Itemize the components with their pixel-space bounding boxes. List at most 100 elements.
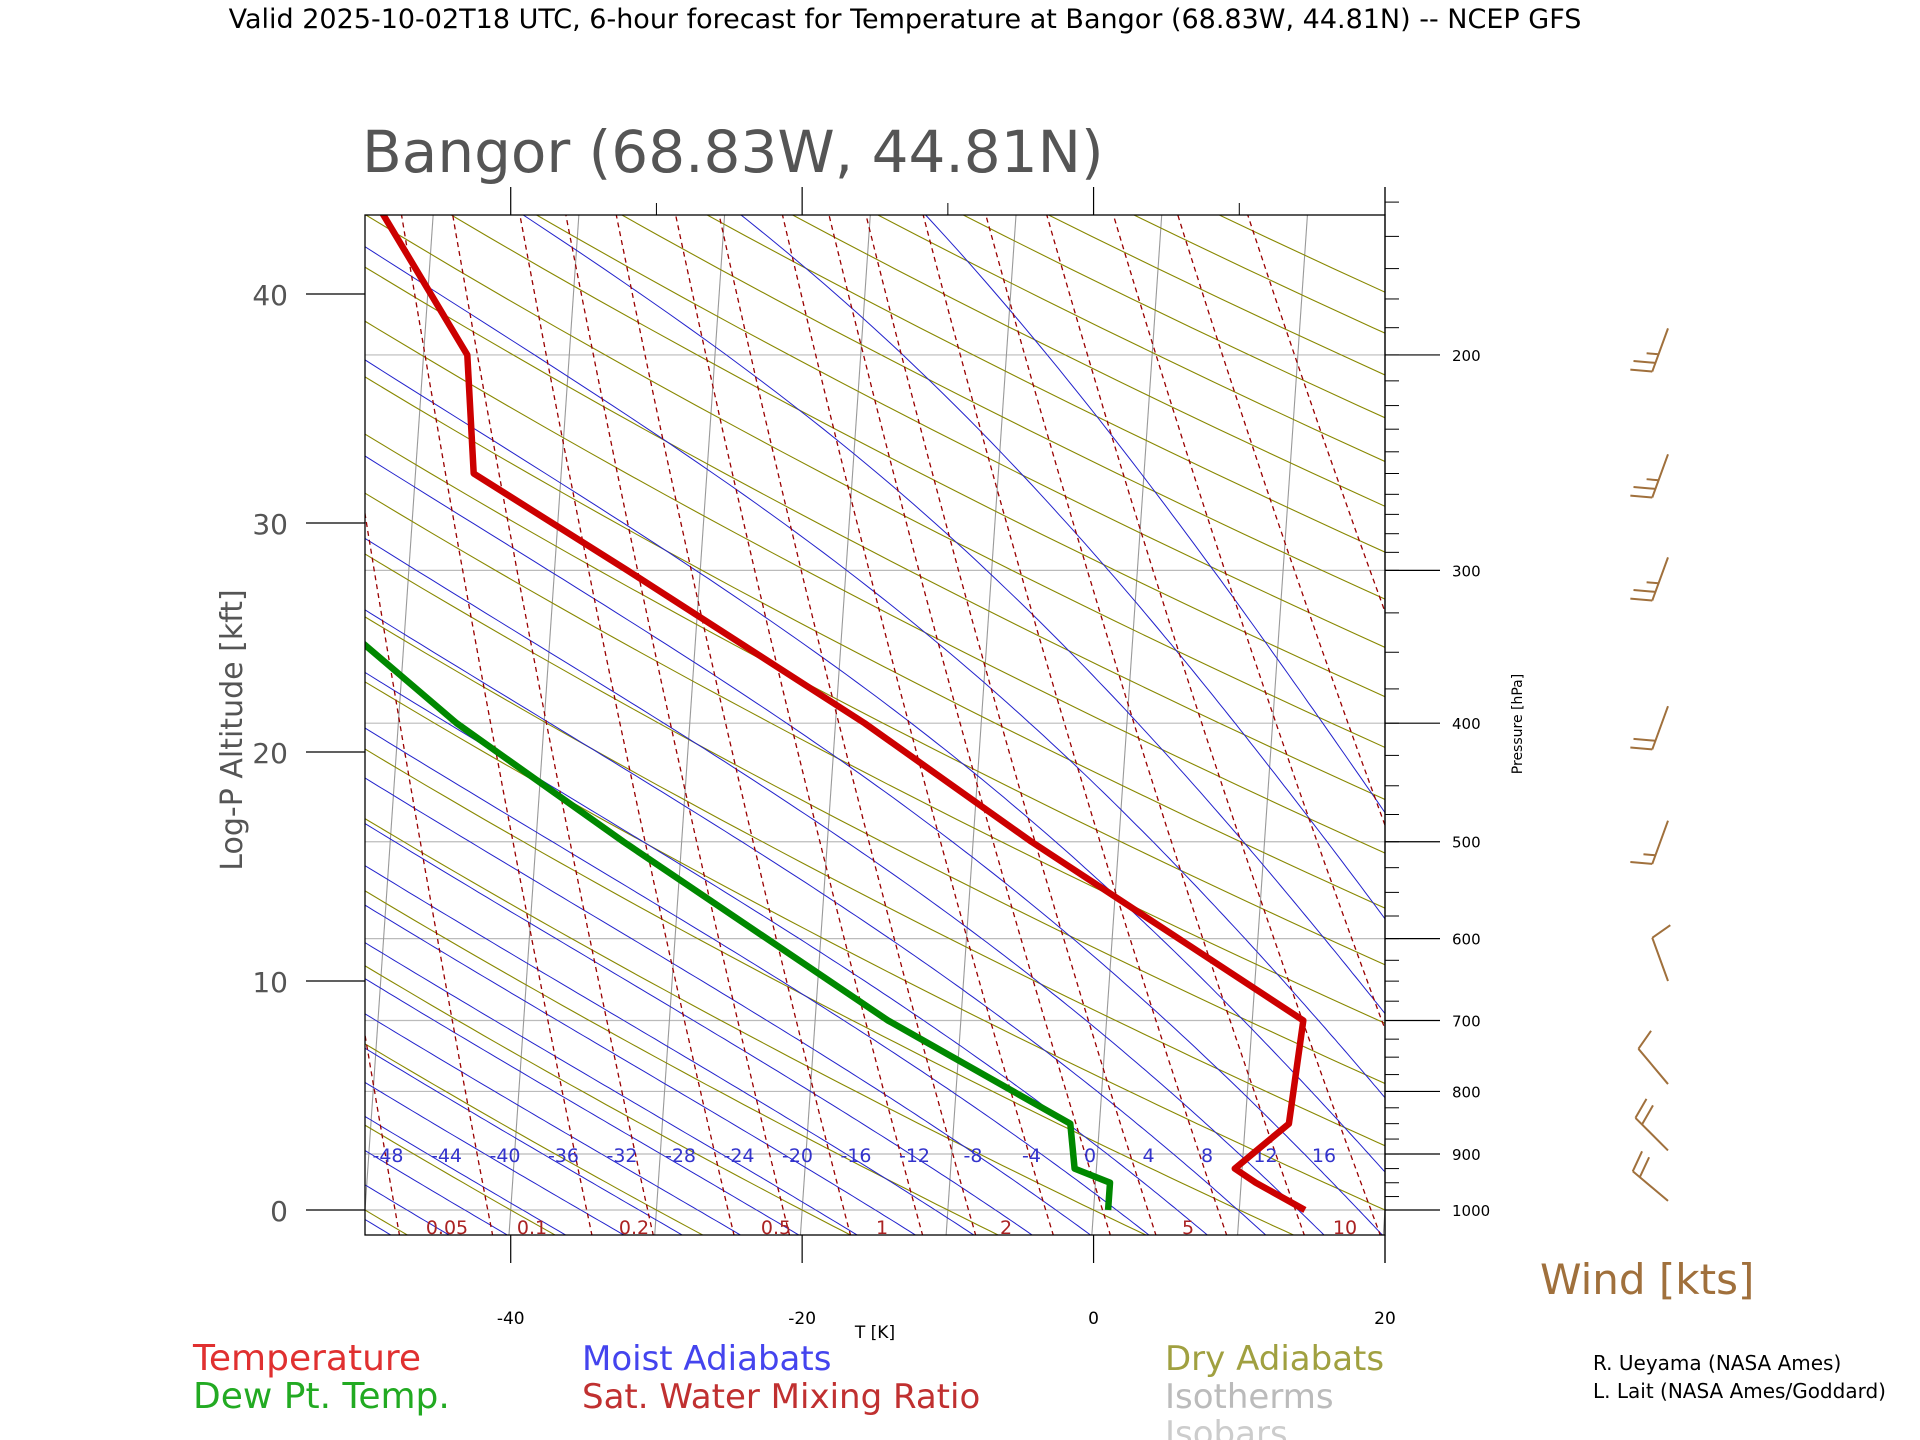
- dry-adiabat-line: [791, 215, 1385, 507]
- wind-barb-flag: [1630, 861, 1653, 865]
- wind-barb: [1634, 1098, 1669, 1152]
- wind-barb: [1630, 453, 1669, 499]
- mixing-ratio-line: [452, 215, 654, 1235]
- wind-barb-flag: [1631, 1150, 1643, 1172]
- dry-adiabat-line: [962, 215, 1385, 419]
- dry-adiabat-line: [365, 681, 1385, 1211]
- isotherm-line: [508, 215, 580, 1235]
- dry-adiabat-line: [365, 433, 1385, 966]
- inline-line-labels: -48 -44 -40 -36 -32 -28 -24 -20 -16 -12 -8 -4 0 4 8 12 1…: [372, 1145, 1357, 1239]
- dry-adiabat-line: [365, 748, 1295, 1235]
- wind-barb-flag: [1643, 853, 1656, 857]
- wind-barb-staff: [1651, 705, 1669, 750]
- wind-barb: [1637, 1030, 1669, 1085]
- wind-barb: [1630, 557, 1669, 602]
- mixing-ratio-line: [828, 215, 1111, 1235]
- wind-barb-staff: [1651, 328, 1669, 372]
- wind-barb-flag: [1651, 924, 1671, 939]
- mixing-ratio-line: [674, 215, 924, 1235]
- moist-adiabat-line: [365, 1047, 684, 1235]
- isotherm-line: [945, 215, 1017, 1235]
- dry-adiabat-line: [365, 553, 1385, 1085]
- mixing-ratio-line: [1046, 215, 1381, 1235]
- y-tick-label: 30: [252, 508, 288, 541]
- moist-adiabat-label: -20: [782, 1145, 813, 1167]
- y-tick-label: 0: [270, 1195, 288, 1228]
- moist-adiabat-label: 0: [1084, 1145, 1096, 1167]
- moist-adiabat-line: [365, 455, 1384, 1235]
- mixing-ratio-line: [365, 1030, 401, 1235]
- dry-adiabat-line: [365, 1124, 557, 1235]
- dry-adiabat-line: [365, 215, 1385, 749]
- mixing-ratio-line: [565, 215, 791, 1235]
- y-axis-label: Log-P Altitude [kft]: [215, 589, 250, 870]
- wind-barb-staff: [1651, 453, 1669, 498]
- wind-barb: [1631, 1150, 1669, 1202]
- dry-adiabat-line: [535, 215, 1385, 648]
- moist-adiabat-line: [0, 202, 334, 1236]
- wind-barb-staff: [1651, 820, 1669, 865]
- moist-adiabat-line: [365, 822, 1034, 1235]
- moist-adiabat-label: -44: [431, 1145, 462, 1167]
- legend-mixing-ratio: Sat. Water Mixing Ratio: [582, 1377, 980, 1417]
- moist-adiabat-line: [365, 671, 1209, 1235]
- moist-adiabat-label: -4: [1022, 1145, 1041, 1167]
- wind-barb-flag: [1638, 1156, 1651, 1178]
- mixing-ratio-line: [781, 215, 1054, 1235]
- dry-adiabat-line: [365, 1043, 704, 1235]
- dewpoint-profile: [365, 640, 1114, 1211]
- moist-adiabat-line: [365, 904, 917, 1235]
- moist-adiabat-line: [365, 727, 1150, 1235]
- dry-adiabat-line: [365, 818, 1148, 1235]
- pressure-tick-label: 400: [1452, 715, 1481, 733]
- moist-adiabat-line: [522, 215, 1385, 1015]
- dry-adiabat-line: [365, 965, 852, 1235]
- mixing-ratio-label: 0.1: [517, 1217, 547, 1239]
- y-tick-label: 10: [252, 966, 288, 999]
- moist-adiabat-label: -36: [548, 1145, 579, 1167]
- temperature-profile: [379, 215, 1307, 1213]
- x-tick-label: 0: [1088, 1309, 1099, 1329]
- mixing-ratio-line: [865, 215, 1157, 1235]
- credit-line-1: R. Ueyama (NASA Ames): [1593, 1351, 1841, 1375]
- chart-title: Bangor (68.83W, 44.81N): [362, 118, 1104, 186]
- wind-barb-staff: [1637, 1048, 1669, 1085]
- isotherm-line: [1091, 215, 1163, 1235]
- wind-barb-flag: [1641, 1104, 1654, 1125]
- dry-adiabat-line: [365, 492, 1385, 1024]
- dry-adiabat-line: [450, 215, 1385, 698]
- pressure-tick-label: 700: [1452, 1013, 1481, 1031]
- moist-adiabat-line: [365, 246, 1385, 1099]
- page-header-title: Valid 2025-10-02T18 UTC, 6-hour forecast…: [229, 4, 1582, 35]
- mixing-ratio-label: 1: [876, 1217, 888, 1239]
- moist-adiabat-label: -32: [606, 1145, 637, 1167]
- isotherm-line: [1382, 1201, 1385, 1235]
- moist-adiabat-line: [924, 215, 1385, 814]
- wind-barb-staff: [1651, 937, 1669, 982]
- mixing-ratio-line: [365, 509, 494, 1235]
- credit-line-2: L. Lait (NASA Ames/Goddard): [1593, 1379, 1886, 1403]
- moist-adiabat-line: [365, 359, 1385, 1173]
- legend-moist-adiabats: Moist Adiabats: [582, 1339, 831, 1379]
- moist-adiabat-line: [365, 1081, 625, 1235]
- wind-barb-flag: [1630, 746, 1653, 751]
- wind-barb-flag: [1630, 368, 1653, 373]
- wind-barb-staff: [1634, 1117, 1669, 1152]
- isotherm-line: [1526, 175, 1601, 1275]
- pressure-tick-label: 500: [1452, 834, 1481, 852]
- moist-adiabat-line: [365, 537, 1325, 1235]
- mixing-ratio-label: 0.05: [426, 1217, 468, 1239]
- mixing-ratio-label: 2: [1000, 1217, 1012, 1239]
- dry-adiabat-line: [876, 215, 1385, 463]
- wind-barb-flag: [1637, 1030, 1652, 1050]
- moist-adiabat-line: [365, 865, 975, 1235]
- wind-barb-flag: [1646, 581, 1659, 585]
- mixing-ratio-label: 0.2: [619, 1217, 649, 1239]
- mixing-ratio-line: [615, 215, 852, 1235]
- isotherm-line: [69, 175, 144, 1275]
- background-lines: [0, 175, 1747, 1275]
- moist-adiabat-line: [365, 978, 800, 1235]
- isotherm-line: [1672, 175, 1747, 1275]
- moist-adiabat-line: [0, 202, 218, 1236]
- mixing-ratio-line: [1112, 215, 1385, 1032]
